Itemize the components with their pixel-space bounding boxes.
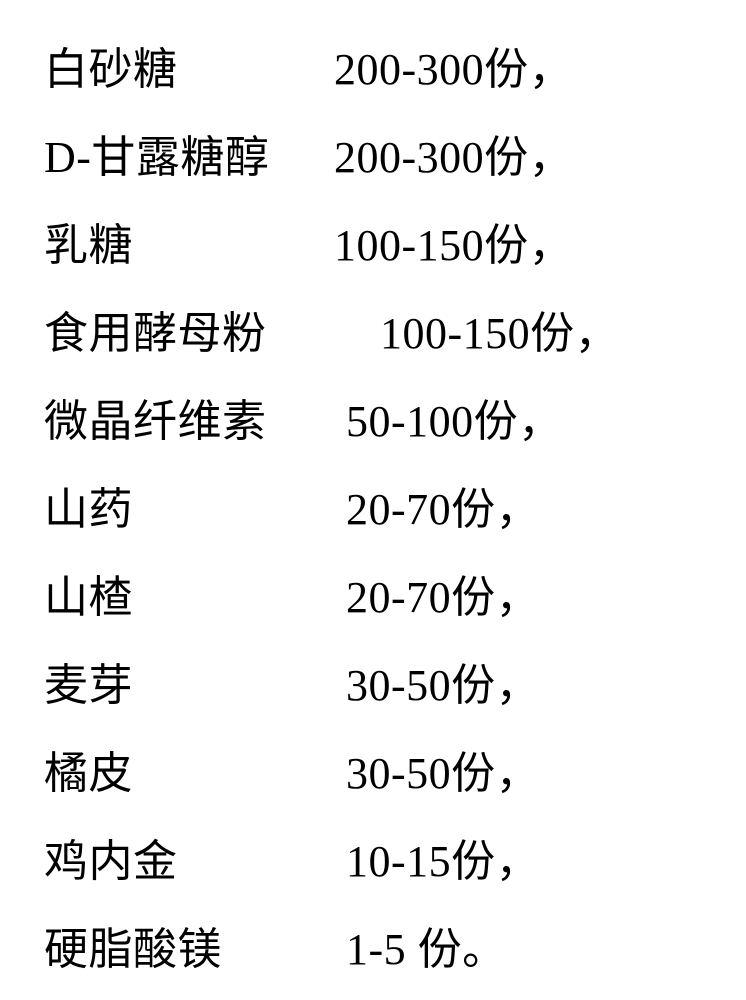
ingredient-list: 白砂糖 200-300份， D-甘露糖醇 200-300份， 乳糖 100-15… [0,0,746,994]
ingredient-qty: 20-70份， [334,554,540,642]
ingredient-row: 山楂 20-70份， [44,554,746,642]
ingredient-qty: 200-300份， [334,26,573,114]
ingredient-qty: 30-50份， [334,730,540,818]
ingredient-qty: 100-150份， [334,202,573,290]
ingredient-row: 鸡内金 10-15份， [44,818,746,906]
ingredient-name: 鸡内金 [44,818,334,906]
ingredient-name: 硬脂酸镁 [44,906,334,994]
ingredient-name: 食用酵母粉 [44,290,334,378]
ingredient-row: 微晶纤维素 50-100份， [44,378,746,466]
ingredient-row: 乳糖 100-150份， [44,202,746,290]
ingredient-row: 麦芽 30-50份， [44,642,746,730]
ingredient-qty: 100-150份， [334,290,619,378]
ingredient-name: 山楂 [44,554,334,642]
ingredient-row: 食用酵母粉 100-150份， [44,290,746,378]
ingredient-row: 硬脂酸镁 1-5 份。 [44,906,746,994]
ingredient-name: 微晶纤维素 [44,378,334,466]
ingredient-qty: 20-70份， [334,466,540,554]
ingredient-row: 山药 20-70份， [44,466,746,554]
ingredient-name: 橘皮 [44,730,334,818]
ingredient-qty: 10-15份， [334,818,540,906]
ingredient-row: 橘皮 30-50份， [44,730,746,818]
ingredient-row: 白砂糖 200-300份， [44,26,746,114]
ingredient-qty: 50-100份， [334,378,563,466]
ingredient-qty: 30-50份， [334,642,540,730]
ingredient-qty: 200-300份， [334,114,573,202]
ingredient-name: 白砂糖 [44,26,334,114]
ingredient-qty: 1-5 份。 [334,906,507,994]
ingredient-row: D-甘露糖醇 200-300份， [44,114,746,202]
ingredient-name: 乳糖 [44,202,334,290]
ingredient-name: 山药 [44,466,334,554]
ingredient-name: D-甘露糖醇 [44,114,334,202]
ingredient-name: 麦芽 [44,642,334,730]
